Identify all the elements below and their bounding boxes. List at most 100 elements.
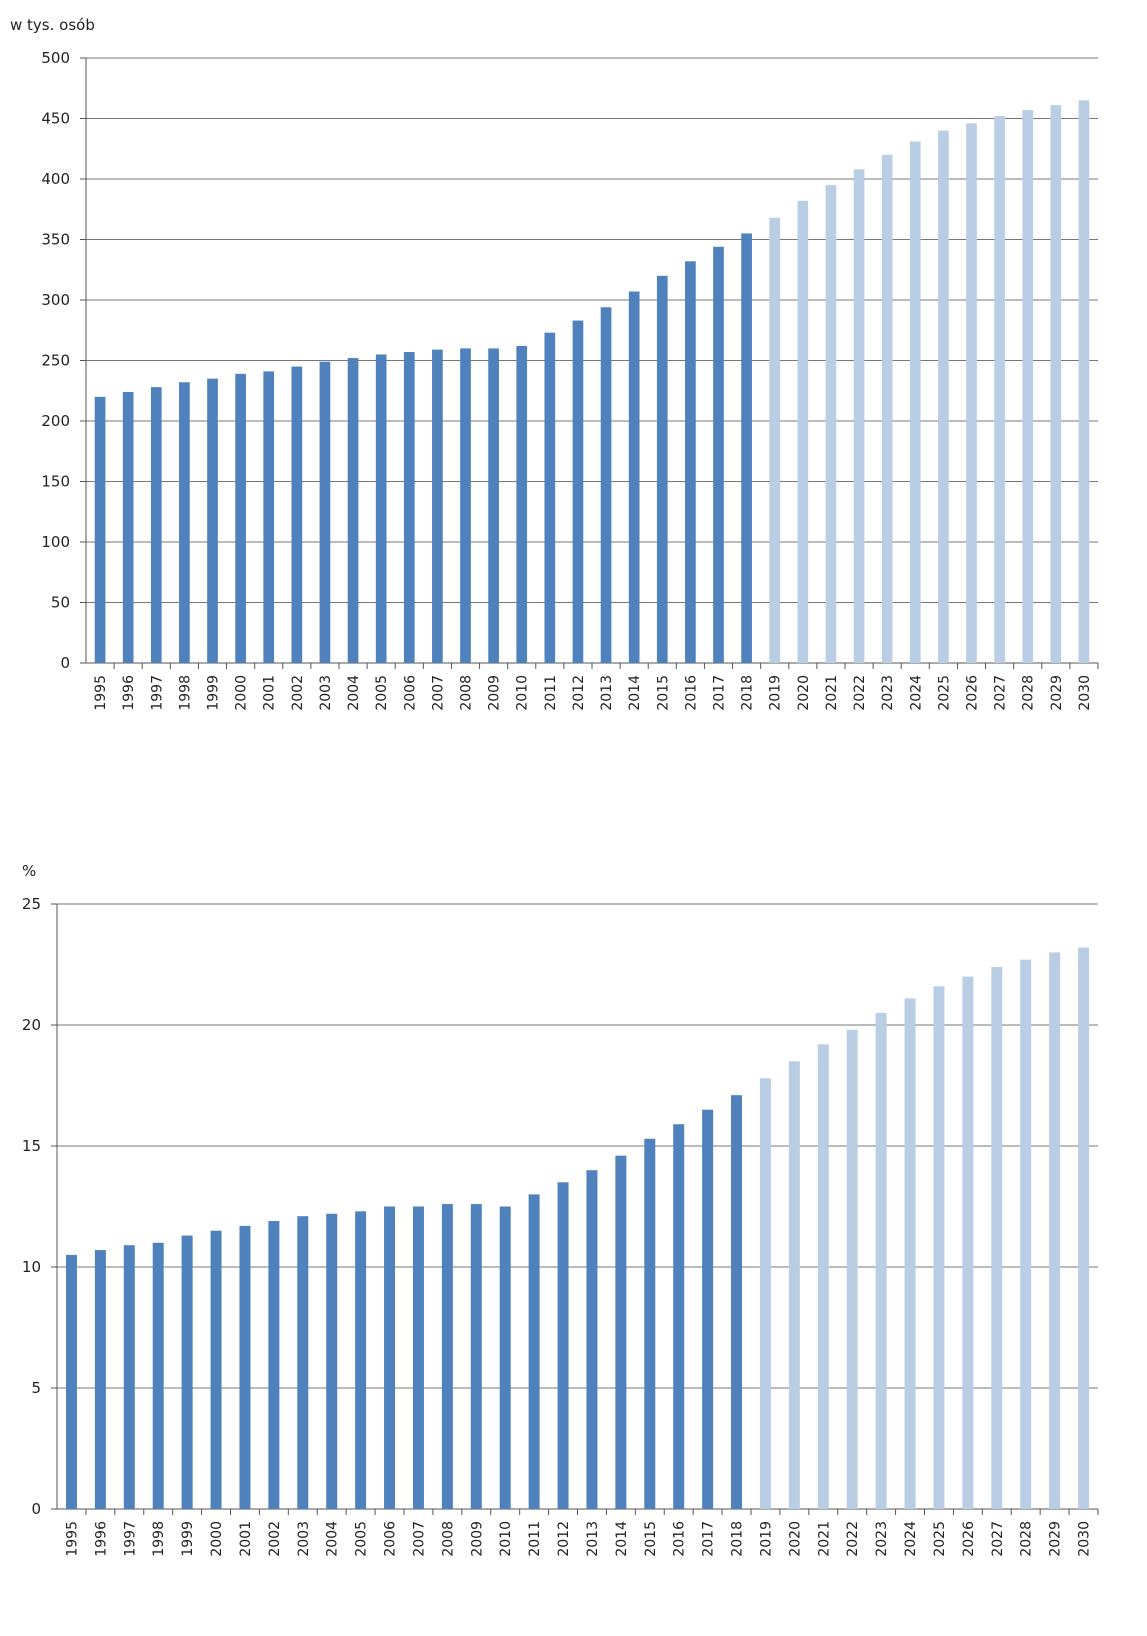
x-tick-label: 1996 [93,1521,109,1557]
bar-2017 [702,1109,714,1509]
y-tick-label: 100 [41,533,70,551]
x-tick-label: 2022 [845,1521,861,1557]
bar-1999 [207,378,218,663]
forecast-bar-2029 [1050,105,1062,663]
x-tick-label: 2006 [402,675,418,711]
bar-2009 [470,1204,482,1509]
x-tick-label: 2011 [527,1521,543,1557]
bar-2004 [347,358,359,663]
unit-label: % [22,862,36,880]
x-tick-label: 2018 [740,675,756,711]
y-tick-label: 25 [22,895,41,913]
forecast-bar-2022 [853,169,865,663]
forecast-bar-2029 [1049,952,1061,1509]
bar-1997 [123,1245,135,1509]
x-tick-label: 2017 [712,675,728,711]
y-tick-label: 5 [31,1379,41,1397]
bar-1998 [152,1242,164,1509]
bar-2018 [741,233,752,663]
x-tick-label: 2001 [262,675,278,711]
forecast-bar-2030 [1078,947,1090,1509]
bar-2006 [384,1206,396,1509]
x-tick-label: 2020 [796,675,812,711]
x-tick-label: 2006 [383,1521,399,1557]
x-tick-label: 2008 [440,1521,456,1557]
x-tick-label: 2005 [374,675,390,711]
forecast-bar-2020 [788,1061,800,1509]
forecast-bar-2030 [1078,100,1090,664]
x-tick-label: 2029 [1048,1521,1064,1557]
y-tick-label: 20 [22,1016,41,1034]
forecast-bar-2019 [759,1078,771,1509]
x-tick-label: 1999 [206,675,222,711]
forecast-bar-2028 [1022,110,1034,663]
x-tick-label: 2001 [238,1521,254,1557]
bar-2000 [210,1230,222,1509]
x-tick-label: 2007 [411,1521,427,1557]
x-tick-label: 2004 [346,675,362,711]
bar-2003 [297,1216,309,1509]
bar-2018 [731,1095,743,1509]
x-tick-label: 2025 [936,675,952,711]
x-tick-label: 1997 [149,675,165,711]
bar-1995 [65,1254,77,1509]
bar-2006 [403,352,415,663]
x-tick-label: 2027 [993,675,1009,711]
forecast-bar-2022 [846,1029,858,1509]
bar-2013 [600,307,612,663]
bar-2008 [460,348,471,663]
x-tick-label: 2022 [852,675,868,711]
bar-2001 [239,1225,251,1509]
bar-1998 [179,382,190,663]
bar-1996 [122,391,134,663]
x-tick-label: 2019 [758,1521,774,1557]
x-tick-label: 2004 [325,1521,341,1557]
x-tick-label: 1999 [180,1521,196,1557]
x-tick-label: 2005 [354,1521,370,1557]
y-tick-label: 0 [31,1500,41,1518]
y-tick-label: 400 [41,170,70,188]
x-tick-label: 2009 [487,675,503,711]
x-tick-label: 2011 [543,675,559,711]
bar-2016 [673,1124,685,1509]
x-tick-label: 2010 [498,1521,514,1557]
forecast-bar-2025 [933,986,945,1509]
forecast-bar-2027 [994,116,1005,663]
bar-2011 [544,332,556,663]
bar-2001 [263,371,275,663]
x-tick-label: 2023 [874,1521,890,1557]
x-tick-label: 2021 [824,675,840,711]
x-tick-label: 2015 [643,1521,659,1557]
x-tick-label: 2016 [683,675,699,711]
x-tick-label: 2029 [1049,675,1065,711]
x-tick-label: 2003 [296,1521,312,1557]
bar-1995 [94,396,106,663]
y-tick-label: 300 [41,291,70,309]
x-tick-label: 2014 [627,675,643,711]
y-tick-label: 10 [22,1258,41,1276]
bar-2015 [656,275,668,663]
x-tick-label: 2014 [614,1521,630,1557]
y-tick-label: 0 [60,654,70,672]
x-tick-label: 1995 [64,1521,80,1557]
bar-2010 [516,345,528,663]
x-tick-label: 1995 [93,675,109,711]
bar-2012 [572,320,584,663]
x-tick-label: 2002 [267,1521,283,1557]
bar-2016 [685,261,696,663]
bar-2008 [441,1204,453,1509]
x-tick-label: 2007 [430,675,446,711]
bar-2017 [713,246,724,663]
y-tick-label: 450 [41,110,70,128]
x-tick-label: 2024 [903,1521,919,1557]
chart-population: w tys. osób 0 50 100 150 200 250 300 350 400 450 50… [10,16,1099,711]
y-tick-label: 50 [51,594,70,612]
x-tick-label: 2030 [1077,1521,1093,1557]
x-tick-label: 2017 [701,1521,717,1557]
forecast-bar-2026 [962,976,974,1509]
x-tick-label: 2000 [234,675,250,711]
x-tick-label: 1998 [151,1521,167,1557]
bar-2010 [499,1206,511,1509]
